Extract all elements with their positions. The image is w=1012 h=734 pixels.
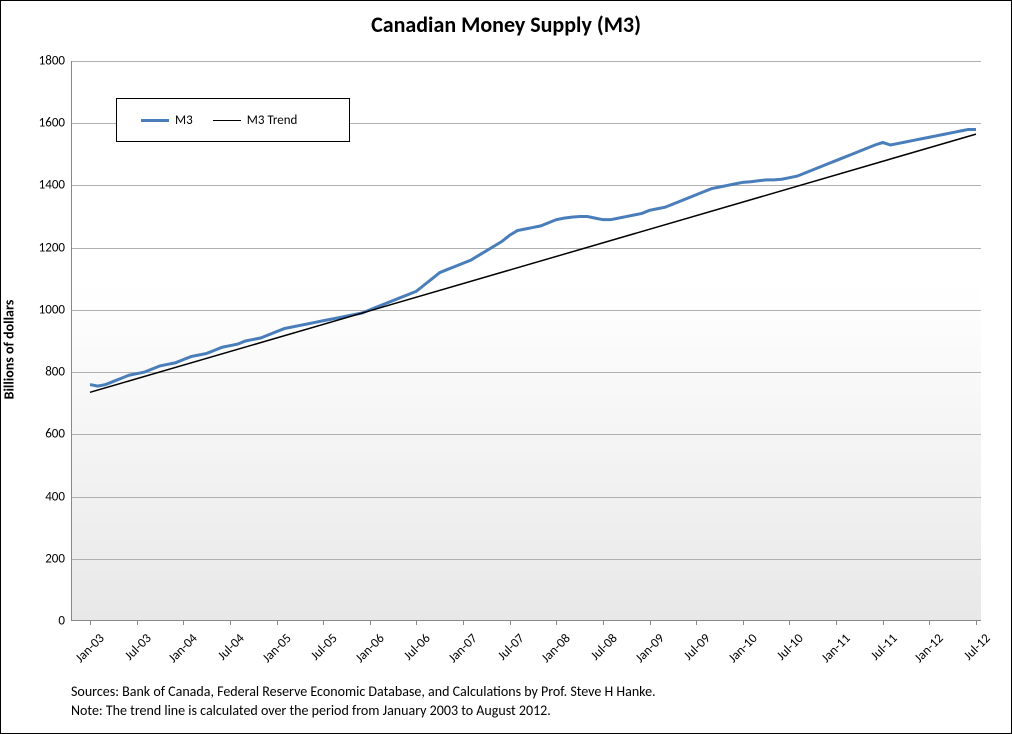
legend-item-trend: M3 Trend [213, 113, 298, 128]
footnote-line2: Note: The trend line is calculated over … [71, 702, 656, 721]
legend-item-m3: M3 [141, 113, 193, 128]
plot-area [71, 61, 981, 621]
m3-trend-line [90, 134, 976, 392]
y-tick-label: 1200 [25, 240, 65, 255]
x-tick-mark [603, 620, 604, 625]
x-tick-mark [883, 620, 884, 625]
y-axis-label: Billions of dollars [1, 300, 18, 400]
x-tick-mark [510, 620, 511, 625]
x-tick-label: Jul-10 [761, 631, 807, 677]
legend-label-m3: M3 [175, 113, 193, 128]
y-tick-label: 400 [25, 489, 65, 504]
x-tick-mark [836, 620, 837, 625]
y-tick-label: 0 [25, 614, 65, 629]
x-tick-label: Jul-09 [668, 631, 714, 677]
y-tick-label: 600 [25, 427, 65, 442]
y-tick-label: 200 [25, 551, 65, 566]
x-tick-mark [743, 620, 744, 625]
x-tick-mark [137, 620, 138, 625]
x-tick-label: Jul-12 [948, 631, 994, 677]
x-tick-label: Jan-06 [341, 631, 387, 677]
x-tick-label: Jan-11 [808, 631, 854, 677]
x-tick-mark [277, 620, 278, 625]
x-tick-label: Jan-03 [62, 631, 108, 677]
x-tick-label: Jul-11 [854, 631, 900, 677]
legend-label-trend: M3 Trend [247, 113, 298, 128]
x-tick-label: Jan-05 [248, 631, 294, 677]
x-tick-label: Jul-07 [481, 631, 527, 677]
m3-series-line [90, 129, 976, 386]
x-tick-mark [183, 620, 184, 625]
y-tick-label: 800 [25, 365, 65, 380]
x-tick-label: Jul-06 [388, 631, 434, 677]
legend: M3 M3 Trend [116, 98, 350, 142]
y-tick-label: 1400 [25, 178, 65, 193]
footnote: Sources: Bank of Canada, Federal Reserve… [71, 683, 656, 721]
x-tick-label: Jul-03 [108, 631, 154, 677]
x-tick-mark [929, 620, 930, 625]
x-tick-label: Jan-08 [528, 631, 574, 677]
x-tick-label: Jan-07 [435, 631, 481, 677]
x-tick-label: Jul-05 [295, 631, 341, 677]
x-tick-label: Jan-09 [621, 631, 667, 677]
chart-lines-svg [72, 61, 981, 620]
x-tick-mark [650, 620, 651, 625]
x-tick-label: Jan-10 [714, 631, 760, 677]
legend-swatch-m3 [141, 119, 169, 122]
chart-title: Canadian Money Supply (M3) [1, 11, 1011, 38]
x-tick-mark [696, 620, 697, 625]
x-tick-label: Jan-04 [155, 631, 201, 677]
x-tick-mark [556, 620, 557, 625]
x-tick-mark [976, 620, 977, 625]
y-tick-label: 1800 [25, 54, 65, 69]
x-tick-mark [230, 620, 231, 625]
x-tick-mark [789, 620, 790, 625]
y-tick-label: 1000 [25, 302, 65, 317]
legend-swatch-trend [213, 120, 241, 121]
x-tick-label: Jul-04 [202, 631, 248, 677]
x-tick-mark [416, 620, 417, 625]
x-tick-mark [90, 620, 91, 625]
x-tick-mark [323, 620, 324, 625]
x-tick-label: Jul-08 [575, 631, 621, 677]
x-tick-label: Jan-12 [901, 631, 947, 677]
chart-container: Canadian Money Supply (M3) Billions of d… [0, 0, 1012, 734]
x-tick-mark [463, 620, 464, 625]
y-tick-label: 1600 [25, 116, 65, 131]
footnote-line1: Sources: Bank of Canada, Federal Reserve… [71, 683, 656, 702]
x-tick-mark [370, 620, 371, 625]
